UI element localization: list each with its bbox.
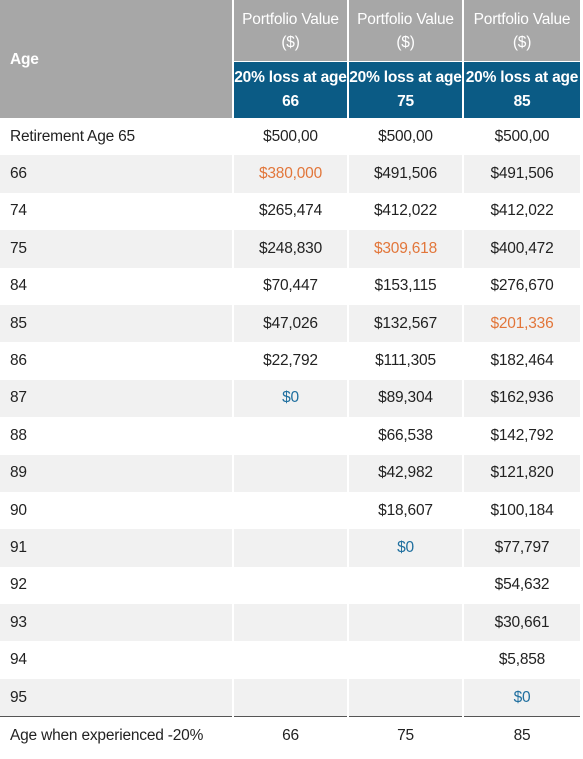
table-row: 75 $248,830 $309,618 $400,472 bbox=[0, 230, 580, 268]
cell bbox=[233, 529, 349, 567]
scenario-label: 20% loss at age 66 bbox=[233, 61, 349, 118]
table-row: Retirement Age 65 $500,00 $500,00 $500,00 bbox=[0, 118, 580, 156]
column-title: Portfolio Value ($) bbox=[463, 0, 580, 62]
age-header: Age bbox=[0, 0, 234, 118]
table-row: 84 $70,447 $153,115 $276,670 bbox=[0, 267, 580, 305]
table-row: 95 $0 bbox=[0, 678, 580, 717]
cell: $380,000 bbox=[233, 155, 349, 193]
cell bbox=[233, 678, 349, 717]
row-label: 88 bbox=[0, 417, 234, 455]
table-row: 87 $0 $89,304 $162,936 bbox=[0, 379, 580, 418]
table-row: 93 $30,661 bbox=[0, 604, 580, 642]
cell: $182,464 bbox=[490, 352, 554, 370]
cell: $18,607 bbox=[348, 491, 464, 530]
cell: $491,506 bbox=[348, 155, 464, 193]
table-row: 74 $265,474 $412,022 $412,022 bbox=[0, 192, 580, 231]
cell bbox=[233, 604, 349, 642]
row-label: 87 bbox=[0, 379, 234, 418]
footer-row: Age when experienced -20% 66 75 85 bbox=[0, 716, 580, 755]
table-row: 86 $22,792 $111,305 $182,464 bbox=[0, 342, 580, 380]
table-row: 88 $66,538 $142,792 bbox=[0, 417, 580, 455]
row-label: 84 bbox=[0, 267, 234, 305]
cell: $89,304 bbox=[348, 379, 464, 418]
row-label: 95 bbox=[0, 678, 234, 717]
cell: $412,022 bbox=[348, 192, 464, 231]
cell: $500,00 bbox=[233, 118, 349, 156]
cell bbox=[233, 417, 349, 455]
table-row: 92 $54,632 bbox=[0, 566, 580, 605]
row-label: 89 bbox=[0, 454, 234, 492]
cell bbox=[348, 566, 464, 605]
cell bbox=[233, 566, 349, 605]
table-row: 94 $5,858 bbox=[0, 641, 580, 679]
table-row: 90 $18,607 $100,184 bbox=[0, 491, 580, 530]
row-label: 94 bbox=[0, 641, 234, 679]
cell: $142,792 bbox=[490, 426, 554, 444]
cell: $70,447 bbox=[233, 267, 349, 305]
scenario-label: 20% loss at age 75 bbox=[348, 61, 464, 118]
cell bbox=[348, 678, 464, 717]
row-label: 85 bbox=[0, 304, 234, 343]
row-label: 93 bbox=[0, 604, 234, 642]
cell: $162,936 bbox=[463, 379, 580, 418]
row-label: Retirement Age 65 bbox=[0, 118, 234, 156]
table-row: 91 $0 $77,797 bbox=[0, 529, 580, 567]
row-label: 74 bbox=[0, 192, 234, 231]
column-title: Portfolio Value ($) bbox=[233, 0, 349, 62]
cell: $0 bbox=[348, 529, 464, 567]
row-label: 90 bbox=[0, 491, 234, 530]
row-label: 75 bbox=[0, 230, 234, 268]
cell: $0 bbox=[233, 379, 349, 418]
row-label: 66 bbox=[0, 155, 234, 193]
row-label: Age when experienced -20% bbox=[0, 716, 234, 755]
cell: $5,858 bbox=[498, 651, 546, 669]
row-label: 91 bbox=[0, 529, 234, 567]
cell: $309,618 bbox=[348, 230, 464, 268]
cell: $276,670 bbox=[490, 277, 554, 295]
cell: 66 bbox=[233, 716, 349, 755]
cell: $22,792 bbox=[233, 342, 349, 380]
cell: $54,632 bbox=[494, 576, 550, 594]
row-label: 92 bbox=[0, 566, 234, 605]
cell bbox=[233, 491, 349, 530]
cell: $100,184 bbox=[490, 501, 554, 519]
cell: $201,336 bbox=[463, 304, 580, 343]
cell bbox=[348, 604, 464, 642]
cell: $412,022 bbox=[490, 202, 554, 220]
cell: $500,00 bbox=[348, 118, 464, 156]
cell: $265,474 bbox=[233, 192, 349, 231]
cell: $111,305 bbox=[348, 342, 464, 380]
cell: $132,567 bbox=[348, 304, 464, 343]
cell: 85 bbox=[463, 716, 580, 755]
cell: $66,538 bbox=[348, 417, 464, 455]
cell bbox=[233, 641, 349, 679]
cell: $30,661 bbox=[463, 604, 580, 642]
cell: $0 bbox=[463, 678, 580, 717]
cell: $248,830 bbox=[233, 230, 349, 268]
cell: $491,506 bbox=[463, 155, 580, 193]
table-row: 89 $42,982 $121,820 bbox=[0, 454, 580, 492]
cell: $500,00 bbox=[494, 127, 550, 145]
header-row: Age Portfolio Value ($) Portfolio Value (… bbox=[0, 0, 580, 118]
cell: $400,472 bbox=[463, 230, 580, 268]
table-body: Retirement Age 65 $500,00 $500,00 $500,00 66… bbox=[0, 118, 580, 755]
cell bbox=[233, 454, 349, 492]
scenario-label: 20% loss at age 85 bbox=[463, 61, 580, 118]
table-row: 66 $380,000 $491,506 $491,506 bbox=[0, 155, 580, 193]
cell: $47,026 bbox=[233, 304, 349, 343]
scenario-row: 20% loss at age 66 20% loss at age 75 20% … bbox=[0, 61, 580, 118]
cell: $121,820 bbox=[463, 454, 580, 492]
table-row: 85 $47,026 $132,567 $201,336 bbox=[0, 304, 580, 343]
cell: 75 bbox=[348, 716, 464, 755]
cell: $77,797 bbox=[463, 529, 580, 567]
column-title: Portfolio Value ($) bbox=[348, 0, 464, 62]
cell bbox=[348, 641, 464, 679]
cell: $42,982 bbox=[348, 454, 464, 492]
cell: $153,115 bbox=[348, 267, 464, 305]
row-label: 86 bbox=[0, 342, 234, 380]
